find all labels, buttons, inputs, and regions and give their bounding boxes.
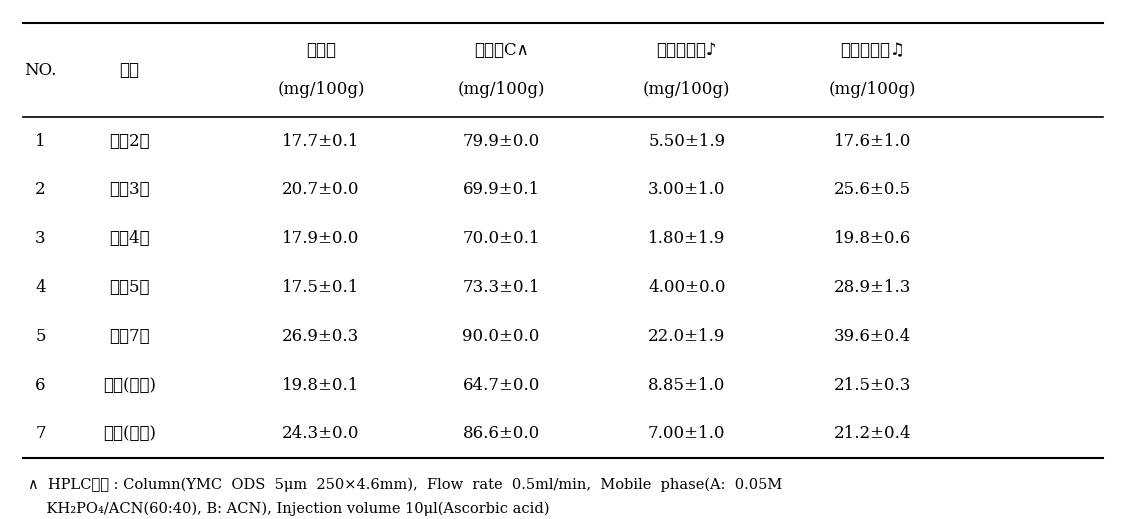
Text: 26.9±0.3: 26.9±0.3 [283,328,359,345]
Text: 설향(대조): 설향(대조) [102,377,157,393]
Text: 총페놀: 총페놀 [306,42,336,59]
Text: 5: 5 [35,328,46,345]
Text: 19.8±0.6: 19.8±0.6 [834,230,911,247]
Text: 17.6±1.0: 17.6±1.0 [834,133,911,149]
Text: (mg/100g): (mg/100g) [277,81,365,98]
Text: 21.5±0.3: 21.5±0.3 [834,377,911,393]
Text: 비타민C∧: 비타민C∧ [474,42,528,59]
Text: 17.9±0.0: 17.9±0.0 [283,230,359,247]
Text: (mg/100g): (mg/100g) [457,81,545,98]
Text: 계통: 계통 [119,62,140,78]
Text: 79.9±0.0: 79.9±0.0 [463,133,539,149]
Text: 베타카로틴♫: 베타카로틴♫ [840,42,905,59]
Text: 전남2호: 전남2호 [109,133,150,149]
Text: 21.2±0.4: 21.2±0.4 [834,426,911,442]
Text: 7.00±1.0: 7.00±1.0 [649,426,725,442]
Text: 64.7±0.0: 64.7±0.0 [463,377,539,393]
Text: 전남4호: 전남4호 [109,230,150,247]
Text: KH₂PO₄/ACN(60:40), B: ACN), Injection volume 10μl(Ascorbic acid): KH₂PO₄/ACN(60:40), B: ACN), Injection vo… [28,502,549,516]
Text: 5.50±1.9: 5.50±1.9 [649,133,725,149]
Text: 전남7호: 전남7호 [109,328,150,345]
Text: 3.00±1.0: 3.00±1.0 [649,182,725,198]
Text: 1: 1 [35,133,46,149]
Text: 1.80±1.9: 1.80±1.9 [649,230,725,247]
Text: 28.9±1.3: 28.9±1.3 [834,279,911,296]
Text: 17.5±0.1: 17.5±0.1 [283,279,359,296]
Text: 70.0±0.1: 70.0±0.1 [463,230,539,247]
Text: NO.: NO. [25,62,56,78]
Text: 19.8±0.1: 19.8±0.1 [283,377,359,393]
Text: 73.3±0.1: 73.3±0.1 [463,279,539,296]
Text: 4: 4 [35,279,46,296]
Text: 죽향(대조): 죽향(대조) [102,426,157,442]
Text: 전남5호: 전남5호 [109,279,150,296]
Text: 25.6±0.5: 25.6±0.5 [834,182,911,198]
Text: 39.6±0.4: 39.6±0.4 [834,328,911,345]
Text: 69.9±0.1: 69.9±0.1 [463,182,539,198]
Text: 2: 2 [35,182,46,198]
Text: 8.85±1.0: 8.85±1.0 [649,377,725,393]
Text: 24.3±0.0: 24.3±0.0 [283,426,359,442]
Text: 20.7±0.0: 20.7±0.0 [283,182,359,198]
Text: 22.0±1.9: 22.0±1.9 [649,328,725,345]
Text: 안토시아닌♪: 안토시아닌♪ [656,42,717,59]
Text: 6: 6 [35,377,46,393]
Text: (mg/100g): (mg/100g) [829,81,917,98]
Text: 86.6±0.0: 86.6±0.0 [463,426,539,442]
Text: ∧  HPLC분석 : Column(YMC  ODS  5μm  250×4.6mm),  Flow  rate  0.5ml/min,  Mobile  p: ∧ HPLC분석 : Column(YMC ODS 5μm 250×4.6mm)… [28,478,783,493]
Text: 90.0±0.0: 90.0±0.0 [463,328,539,345]
Text: 4.00±0.0: 4.00±0.0 [649,279,725,296]
Text: 17.7±0.1: 17.7±0.1 [283,133,359,149]
Text: 3: 3 [35,230,46,247]
Text: (mg/100g): (mg/100g) [643,81,731,98]
Text: 전남3호: 전남3호 [109,182,150,198]
Text: 7: 7 [35,426,46,442]
